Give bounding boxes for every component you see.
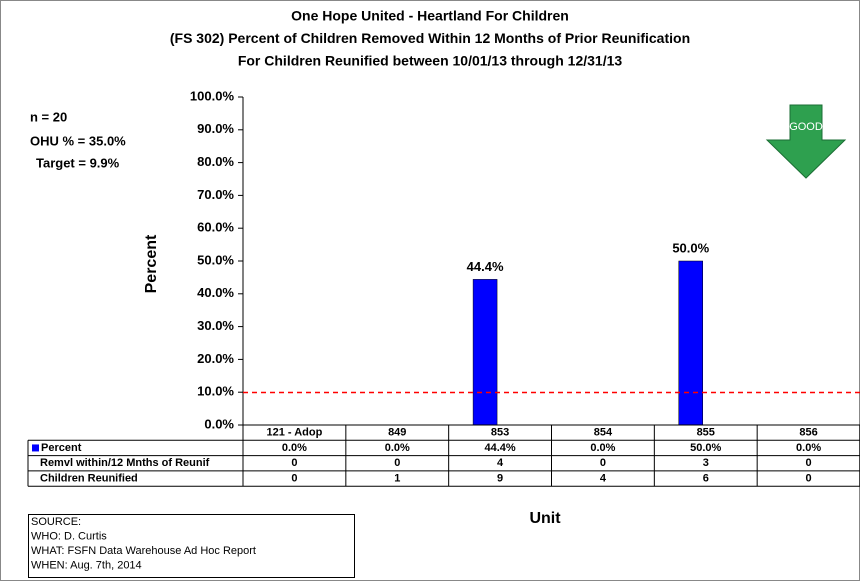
x-axis-label: Unit: [529, 510, 561, 527]
annotation: n = 20: [30, 109, 67, 124]
legend-swatch: [32, 444, 39, 452]
y-tick-label: 0.0%: [204, 416, 234, 431]
source-line: WHAT: FSFN Data Warehouse Ad Hoc Report: [31, 545, 256, 557]
table-cell: 0: [806, 472, 812, 484]
x-tick-label: 855: [697, 427, 715, 439]
y-tick-label: 70.0%: [197, 187, 234, 202]
y-axis-label: Percent: [143, 234, 160, 293]
table-cell: 4: [600, 472, 607, 484]
chart-title: (FS 302) Percent of Children Removed Wit…: [170, 30, 690, 46]
y-tick-label: 90.0%: [197, 121, 234, 136]
table-cell: 0: [291, 472, 297, 484]
table-cell: 3: [703, 457, 709, 469]
y-tick-label: 60.0%: [197, 220, 234, 235]
table-cell: 6: [703, 472, 709, 484]
chart-title: For Children Reunified between 10/01/13 …: [238, 53, 623, 69]
source-line: WHEN: Aug. 7th, 2014: [31, 559, 142, 571]
table-cell: 0.0%: [590, 442, 615, 454]
table-cell: 0: [600, 457, 606, 469]
x-tick-label: 121 - Adop: [267, 427, 323, 439]
source-line: WHO: D. Curtis: [31, 530, 107, 542]
good-label: GOOD: [789, 121, 823, 133]
table-cell: 4: [497, 457, 504, 469]
table-cell: 44.4%: [484, 442, 515, 454]
source-line: SOURCE:: [31, 516, 81, 528]
source-box: [28, 514, 355, 578]
y-tick-label: 40.0%: [197, 285, 234, 300]
y-tick-label: 80.0%: [197, 154, 234, 169]
x-tick-label: 849: [388, 427, 406, 439]
x-tick-label: 854: [594, 427, 613, 439]
good-arrow: [765, 104, 847, 179]
table-cell: 0: [806, 457, 812, 469]
data-label: 50.0%: [672, 240, 709, 255]
y-tick-label: 50.0%: [197, 252, 234, 267]
table-cell: 0.0%: [282, 442, 307, 454]
table-cell: 0: [394, 457, 400, 469]
x-tick-label: 856: [799, 427, 817, 439]
bar: [678, 260, 703, 426]
table-row-label: Children Reunified: [40, 472, 138, 484]
table-cell: 9: [497, 472, 503, 484]
annotation: OHU % = 35.0%: [30, 133, 126, 148]
y-tick-label: 10.0%: [197, 384, 234, 399]
table-cell: 0: [291, 457, 297, 469]
x-tick-label: 853: [491, 427, 509, 439]
target-label: Target = 9.9%: [36, 155, 120, 170]
chart-title: One Hope United - Heartland For Children: [291, 8, 569, 24]
data-label: 44.4%: [467, 259, 504, 274]
legend-label: Percent: [41, 442, 82, 454]
table-cell: 1: [394, 472, 400, 484]
table-cell: 0.0%: [385, 442, 410, 454]
y-tick-label: 30.0%: [197, 318, 234, 333]
y-tick-label: 20.0%: [197, 351, 234, 366]
y-tick-label: 100.0%: [190, 88, 235, 103]
table-row-label: Remvl within/12 Mnths of Reunif: [40, 457, 210, 469]
table-cell: 0.0%: [796, 442, 821, 454]
table-cell: 50.0%: [690, 442, 721, 454]
bar: [472, 279, 498, 426]
